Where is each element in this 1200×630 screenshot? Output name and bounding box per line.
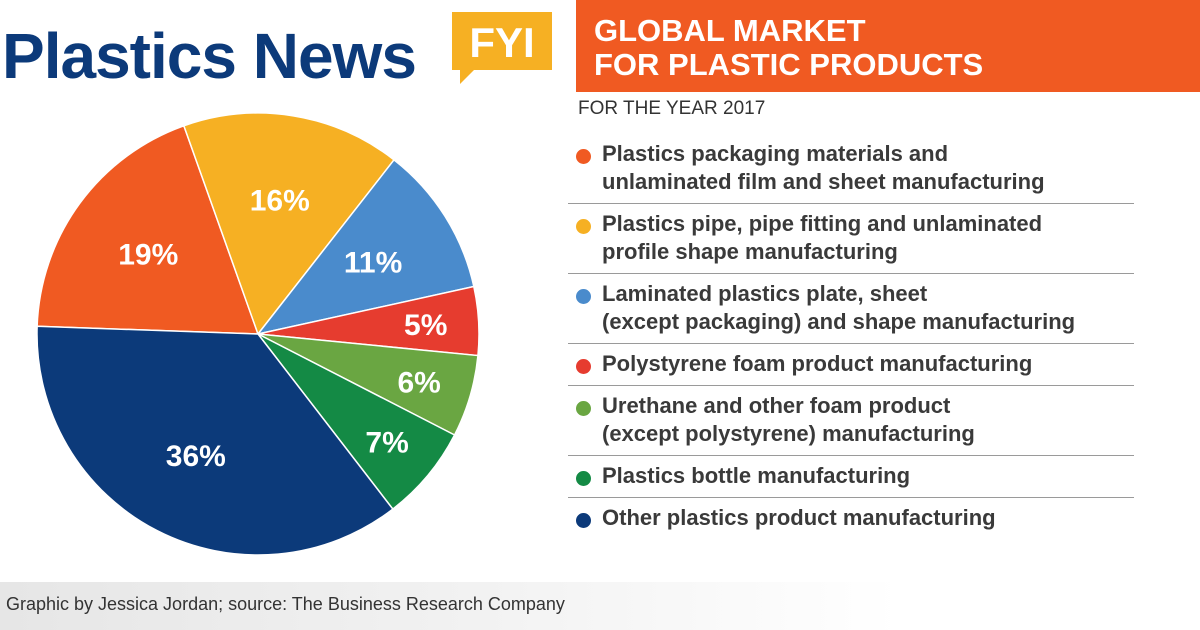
title-banner: GLOBAL MARKET FOR PLASTIC PRODUCTS bbox=[576, 0, 1200, 92]
legend-item: Plastics packaging materials and unlamina… bbox=[568, 134, 1134, 204]
chart-subtitle: FOR THE YEAR 2017 bbox=[578, 98, 766, 119]
legend-swatch-icon bbox=[576, 289, 591, 304]
legend-label-line: Plastics packaging materials and bbox=[602, 141, 949, 166]
legend-label: Plastics bottle manufacturing bbox=[602, 462, 910, 490]
legend-item: Other plastics product manufacturing bbox=[568, 498, 1134, 539]
legend-label: Polystyrene foam product manufacturing bbox=[602, 350, 1032, 378]
pie-data-label: 5% bbox=[404, 309, 447, 342]
legend-label: Urethane and other foam product (except p… bbox=[602, 392, 975, 448]
credit-bar: Graphic by Jessica Jordan; source: The B… bbox=[0, 582, 1200, 630]
legend-label-line: Plastics pipe, pipe fitting and unlamina… bbox=[602, 211, 1043, 236]
credit-text: Graphic by Jessica Jordan; source: The B… bbox=[6, 594, 565, 614]
pie-data-label: 36% bbox=[166, 440, 226, 473]
legend-label-line: profile shape manufacturing bbox=[602, 239, 898, 264]
legend-label-line: (except polystyrene) manufacturing bbox=[602, 421, 975, 446]
pie-slice bbox=[182, 112, 396, 336]
chart-title: GLOBAL MARKET FOR PLASTIC PRODUCTS bbox=[594, 14, 983, 82]
legend-label-line: (except packaging) and shape manufacturi… bbox=[602, 309, 1076, 334]
legend-label: Plastics pipe, pipe fitting and unlamina… bbox=[602, 210, 1042, 266]
legend-item: Plastics bottle manufacturing bbox=[568, 456, 1134, 498]
pie-slice bbox=[256, 158, 475, 336]
chart-legend: Plastics packaging materials and unlamina… bbox=[568, 134, 1134, 539]
pie-data-label: 11% bbox=[344, 247, 402, 280]
pie-chart: 19% 16% 11%5% 6% 7% 36% bbox=[36, 112, 480, 556]
pie-data-label: 6% bbox=[397, 366, 440, 399]
legend-swatch-icon bbox=[576, 471, 591, 486]
legend-swatch-icon bbox=[576, 513, 591, 528]
pie-slice bbox=[36, 325, 394, 556]
fyi-badge: FYI bbox=[452, 12, 552, 84]
pie-data-label: 16% bbox=[250, 185, 310, 218]
chart-title-line: FOR PLASTIC PRODUCTS bbox=[594, 47, 984, 82]
legend-item: Polystyrene foam product manufacturing bbox=[568, 344, 1134, 386]
pie-slice bbox=[36, 124, 260, 335]
brand-logo: Plastics News bbox=[2, 24, 417, 88]
legend-label: Laminated plastics plate, sheet (except p… bbox=[602, 280, 1075, 336]
chart-title-line: GLOBAL MARKET bbox=[594, 13, 866, 48]
legend-swatch-icon bbox=[576, 219, 591, 234]
pie-data-label: 19% bbox=[118, 239, 178, 272]
legend-label-line: unlaminated film and sheet manufacturing bbox=[602, 169, 1045, 194]
legend-item: Urethane and other foam product (except p… bbox=[568, 386, 1134, 456]
legend-swatch-icon bbox=[576, 359, 591, 374]
legend-label-line: Laminated plastics plate, sheet bbox=[602, 281, 928, 306]
legend-label: Other plastics product manufacturing bbox=[602, 504, 996, 532]
brand-name: Plastics News bbox=[2, 20, 417, 92]
fyi-badge-text: FYI bbox=[469, 19, 534, 66]
legend-label-line: Plastics bottle manufacturing bbox=[602, 463, 911, 488]
legend-item: Plastics pipe, pipe fitting and unlamina… bbox=[568, 204, 1134, 274]
legend-label-line: Urethane and other foam product bbox=[602, 393, 951, 418]
legend-label-line: Polystyrene foam product manufacturing bbox=[602, 351, 1033, 376]
legend-label: Plastics packaging materials and unlamina… bbox=[602, 140, 1045, 196]
legend-swatch-icon bbox=[576, 401, 591, 416]
legend-swatch-icon bbox=[576, 149, 591, 164]
pie-data-label: 7% bbox=[365, 427, 408, 460]
legend-item: Laminated plastics plate, sheet (except p… bbox=[568, 274, 1134, 344]
legend-label-line: Other plastics product manufacturing bbox=[602, 505, 996, 530]
